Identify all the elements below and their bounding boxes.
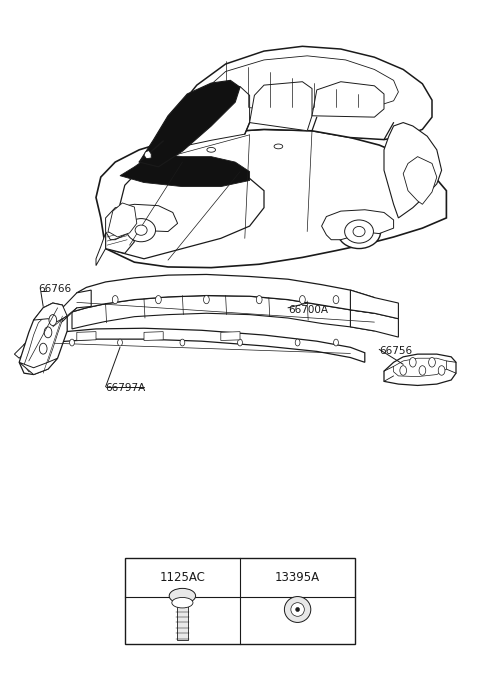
Polygon shape — [14, 338, 34, 358]
Circle shape — [118, 339, 122, 346]
Polygon shape — [19, 358, 58, 375]
Polygon shape — [322, 210, 394, 240]
Ellipse shape — [291, 603, 304, 616]
Text: 66756: 66756 — [379, 346, 412, 355]
Polygon shape — [350, 290, 398, 319]
Circle shape — [238, 339, 242, 346]
Polygon shape — [350, 310, 398, 337]
Circle shape — [400, 366, 407, 375]
Circle shape — [438, 366, 445, 375]
Polygon shape — [77, 332, 96, 340]
Polygon shape — [106, 226, 134, 253]
Bar — [177, 603, 188, 640]
Ellipse shape — [274, 144, 283, 149]
Polygon shape — [163, 86, 250, 146]
Ellipse shape — [120, 213, 163, 247]
Polygon shape — [384, 354, 456, 385]
Polygon shape — [106, 204, 178, 240]
Polygon shape — [96, 233, 106, 266]
Polygon shape — [108, 203, 137, 237]
Ellipse shape — [172, 597, 193, 608]
Circle shape — [295, 339, 300, 346]
Ellipse shape — [337, 215, 381, 249]
Circle shape — [44, 327, 52, 338]
Text: 13395A: 13395A — [275, 571, 320, 584]
Ellipse shape — [353, 226, 365, 237]
Ellipse shape — [135, 225, 147, 236]
Polygon shape — [72, 296, 374, 331]
Polygon shape — [24, 309, 62, 372]
Ellipse shape — [207, 147, 216, 153]
Text: 66700A: 66700A — [288, 305, 328, 315]
Polygon shape — [144, 151, 151, 159]
Ellipse shape — [169, 588, 196, 603]
Bar — [125, 558, 355, 644]
Circle shape — [70, 339, 74, 346]
Polygon shape — [139, 80, 240, 167]
Polygon shape — [163, 46, 432, 141]
Circle shape — [419, 366, 426, 375]
Ellipse shape — [284, 597, 311, 622]
Circle shape — [156, 296, 161, 304]
Polygon shape — [106, 165, 264, 259]
Circle shape — [49, 315, 57, 326]
Text: 1125AC: 1125AC — [159, 571, 205, 584]
Circle shape — [300, 296, 305, 304]
Polygon shape — [312, 82, 384, 117]
Polygon shape — [403, 157, 437, 204]
Polygon shape — [72, 274, 374, 313]
Ellipse shape — [296, 607, 300, 612]
Polygon shape — [19, 303, 67, 375]
Circle shape — [429, 358, 435, 367]
Polygon shape — [96, 129, 446, 268]
Circle shape — [39, 343, 47, 354]
Polygon shape — [24, 328, 365, 362]
Circle shape — [204, 296, 209, 304]
Circle shape — [256, 296, 262, 304]
Circle shape — [409, 358, 416, 367]
Polygon shape — [394, 358, 446, 377]
Ellipse shape — [345, 220, 373, 243]
Text: 66766: 66766 — [38, 285, 72, 294]
Polygon shape — [34, 303, 67, 321]
Ellipse shape — [127, 219, 156, 242]
Polygon shape — [250, 82, 312, 131]
Text: 66797A: 66797A — [106, 383, 146, 393]
Polygon shape — [221, 332, 240, 340]
Polygon shape — [144, 332, 163, 340]
Circle shape — [333, 296, 339, 304]
Polygon shape — [120, 153, 250, 187]
Polygon shape — [384, 123, 442, 218]
Circle shape — [334, 339, 338, 346]
Circle shape — [112, 296, 118, 304]
Circle shape — [180, 339, 185, 346]
Polygon shape — [53, 290, 91, 327]
